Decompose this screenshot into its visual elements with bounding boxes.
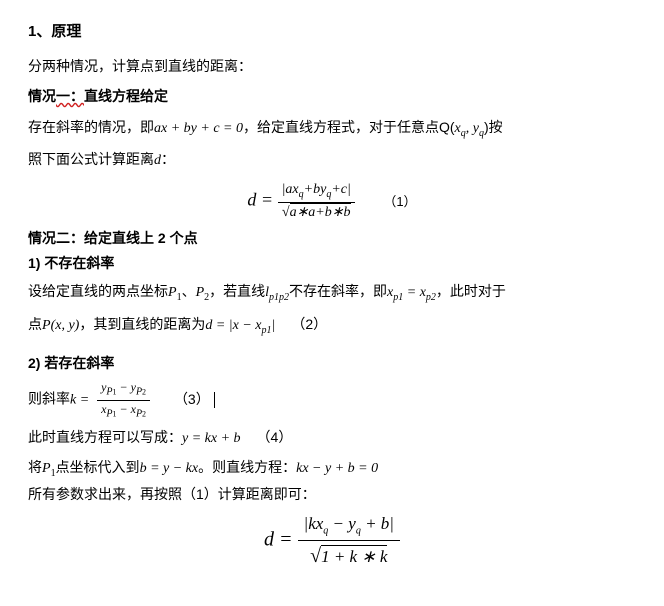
n: − x <box>117 402 136 416</box>
d-eq: d = <box>247 190 273 210</box>
sec2-para2: 此时直线方程可以写成：y = kx + b （4） <box>28 424 636 453</box>
text-cursor <box>214 392 215 408</box>
comma: , <box>466 121 473 136</box>
eq-number-2: （2） <box>291 316 327 332</box>
subsec1-heading: 1) 不存在斜率 <box>28 253 636 274</box>
n: − y <box>117 380 136 394</box>
case1-lead: 情况 <box>28 88 56 104</box>
d-eq-sub: p1 <box>262 325 272 336</box>
sec1-para1: 设给定直线的两点坐标P1、P2，若直线lp1p2不存在斜率，即xp1 = xp2… <box>28 278 636 307</box>
text: 。则直线方程： <box>198 459 296 475</box>
num-c: +c| <box>331 182 351 197</box>
sqrt: √ <box>310 545 321 567</box>
text: )按 <box>484 119 503 135</box>
eq-sign: = <box>403 285 419 300</box>
case2-heading: 情况二：给定直线上 2 个点 <box>28 228 636 249</box>
case1-para2: 照下面公式计算距离d： <box>28 146 636 175</box>
num-b: − y <box>328 514 356 533</box>
p1: P <box>42 461 51 476</box>
formula-1: d = |axq+byq+c| √a∗a+b∗b （1） <box>28 181 636 222</box>
l-sub: p1p2 <box>269 292 289 303</box>
colon: ： <box>161 151 175 167</box>
subsec2-heading: 2) 若存在斜率 <box>28 350 636 377</box>
text: 不存在斜率，即 <box>289 283 387 299</box>
d-eq: d = |x − x <box>205 318 261 333</box>
text: 点 <box>28 316 42 332</box>
fraction: |axq+byq+c| √a∗a+b∗b <box>278 181 355 222</box>
P: P <box>42 318 51 333</box>
formula-5: d = |kxq − yq + b| √1 + k ∗ k <box>28 511 636 570</box>
k-eq: k = <box>70 393 89 408</box>
fraction: |kxq − yq + b| √1 + k ∗ k <box>298 511 400 570</box>
section-title: 1、原理 <box>28 18 636 47</box>
text: 此时直线方程可以写成： <box>28 429 182 445</box>
sqrt: √ <box>282 205 290 220</box>
d-eq-end: | <box>272 318 276 333</box>
text: 设给定直线的两点坐标 <box>28 283 168 299</box>
case1-heading: 情况一：直线方程给定 <box>28 83 636 110</box>
text: 将 <box>28 459 42 475</box>
eq-number-1: （1） <box>383 194 416 209</box>
ykxb: y = kx + b <box>182 431 241 446</box>
pxy: (x, y) <box>51 318 80 333</box>
sec2-para3: 将P1点坐标代入到b = y − kx。则直线方程：kx − y + b = 0 <box>28 457 636 481</box>
bykx: b = y − kx <box>140 461 199 476</box>
den-in: a∗a+b∗b <box>290 203 351 220</box>
num-c: + b| <box>361 514 394 533</box>
case1-wavy: 一： <box>56 88 84 104</box>
num-b: +by <box>304 182 327 197</box>
text: 点坐标代入到 <box>56 459 140 475</box>
p1: P <box>168 285 177 300</box>
eq-abc: ax + by + c = 0 <box>154 121 243 136</box>
ss: 2 <box>142 388 146 397</box>
d-eq: d = <box>264 529 293 551</box>
intro-text: 分两种情况，计算点到直线的距离： <box>28 53 636 80</box>
sec1-para2: 点P(x, y)，其到直线的距离为d = |x − xp1| （2） <box>28 311 636 340</box>
d-var: d <box>154 153 161 168</box>
fraction-3: yP1 − yP2 xP1 − xP2 <box>97 380 150 420</box>
xp1-sub: p1 <box>393 292 403 303</box>
text: 照下面公式计算距离 <box>28 151 154 167</box>
text: ，其到直线的距离为 <box>79 316 205 332</box>
text: 则斜率 <box>28 391 70 407</box>
xp2-sub: p2 <box>426 292 436 303</box>
text: 存在斜率的情况，即 <box>28 119 154 135</box>
sec2-para1: 则斜率k = yP1 − yP2 xP1 − xP2 （3） <box>28 380 636 420</box>
ss: 2 <box>142 409 146 418</box>
case1-para1: 存在斜率的情况，即ax + by + c = 0，给定直线方程式，对于任意点Q(… <box>28 114 636 143</box>
case1-rest: 直线方程给定 <box>84 88 168 104</box>
p2: P <box>196 285 205 300</box>
text: ，此时对于 <box>436 283 506 299</box>
text: ，给定直线方程式，对于任意点Q( <box>243 119 455 135</box>
num-a: |ax <box>282 182 299 197</box>
kxyb: kx − y + b = 0 <box>296 461 378 476</box>
sep: 、 <box>182 283 196 299</box>
eq-number-3: （3） <box>174 391 210 407</box>
num-a: |kx <box>304 514 324 533</box>
eq-number-4: （4） <box>257 429 293 445</box>
den-in: 1 + k ∗ k <box>321 545 387 566</box>
sec2-para4: 所有参数求出来，再按照（1）计算距离即可： <box>28 484 636 505</box>
text: ，若直线 <box>209 283 265 299</box>
